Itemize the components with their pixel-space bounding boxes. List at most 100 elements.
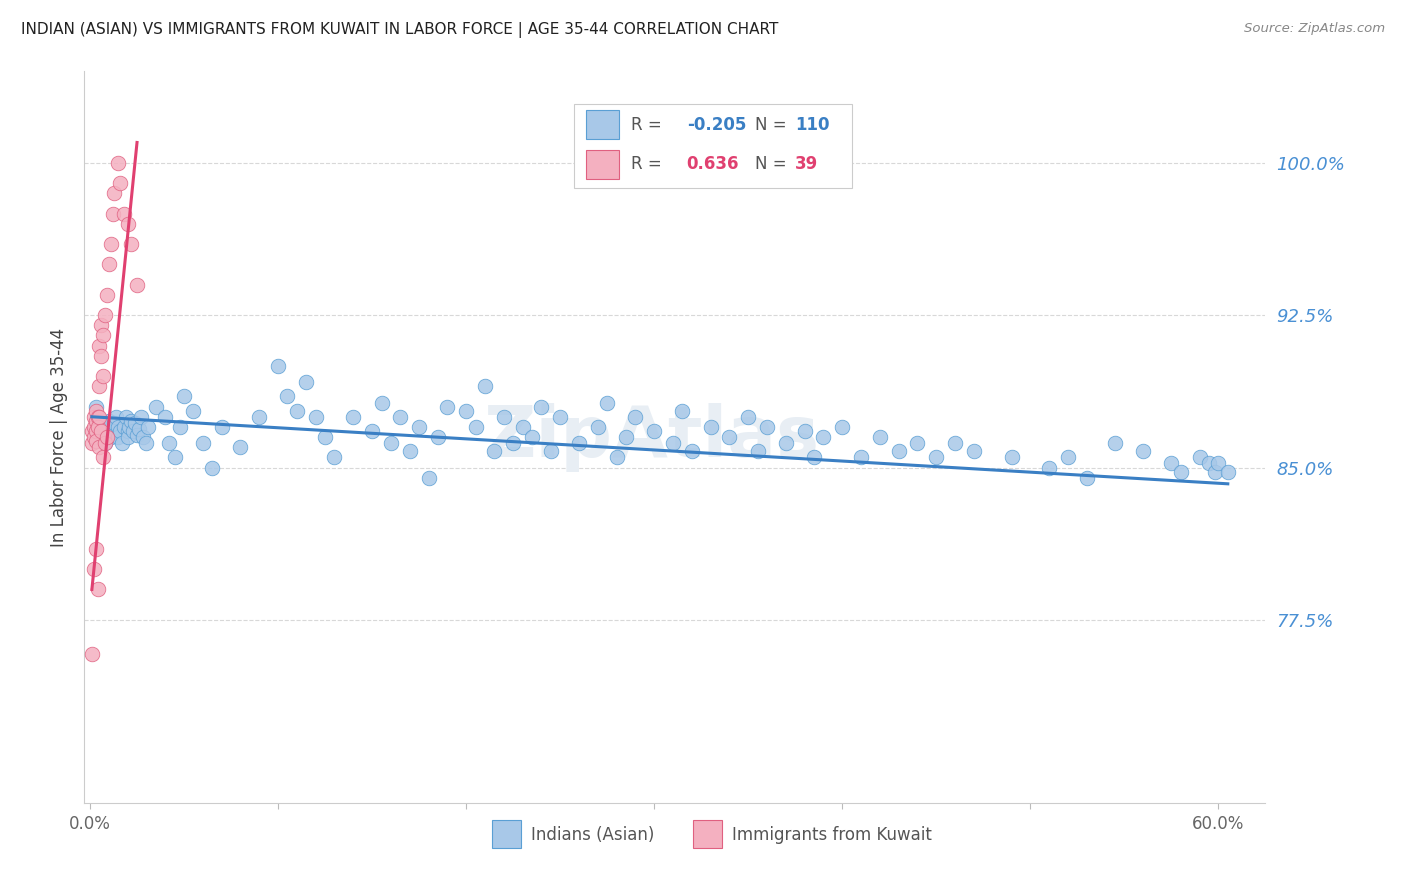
Point: [963, 444, 986, 458]
Point: [117, 424, 139, 438]
Point: [464, 420, 486, 434]
Point: [793, 424, 815, 438]
Point: [1160, 457, 1182, 471]
Point: [305, 409, 328, 424]
Bar: [586, 150, 620, 179]
Bar: [492, 821, 522, 848]
Point: [831, 420, 853, 434]
Point: [94, 436, 117, 450]
Point: [502, 436, 524, 450]
Point: [1104, 436, 1126, 450]
Point: [398, 444, 420, 458]
Point: [89, 409, 111, 424]
Point: [83, 430, 105, 444]
Point: [86, 409, 108, 424]
Point: [94, 308, 117, 322]
Point: [114, 409, 136, 424]
Point: [101, 424, 124, 438]
Point: [1216, 465, 1239, 479]
Point: [596, 395, 619, 409]
Point: [91, 369, 114, 384]
Point: [1000, 450, 1022, 465]
Point: [681, 444, 703, 458]
Point: [101, 206, 124, 220]
Point: [747, 444, 769, 458]
Point: [201, 460, 224, 475]
Point: [380, 436, 402, 450]
Point: [520, 430, 543, 444]
Point: [125, 277, 148, 292]
Point: [370, 395, 392, 409]
Point: [100, 237, 122, 252]
Point: [103, 186, 125, 201]
Point: [83, 562, 105, 576]
Text: R =: R =: [631, 116, 668, 134]
Point: [484, 444, 506, 458]
Point: [191, 436, 214, 450]
Point: [118, 420, 141, 434]
Point: [775, 436, 797, 450]
Point: [492, 409, 515, 424]
Point: [869, 430, 891, 444]
Point: [105, 409, 128, 424]
Point: [84, 414, 107, 428]
Point: [129, 409, 152, 424]
Point: [173, 389, 195, 403]
Point: [84, 424, 107, 438]
Text: R =: R =: [631, 155, 672, 173]
Point: [662, 436, 685, 450]
Point: [96, 288, 118, 302]
Point: [120, 237, 142, 252]
Point: [89, 416, 111, 430]
Point: [606, 450, 628, 465]
Text: 0.636: 0.636: [686, 155, 740, 173]
Text: Indians (Asian): Indians (Asian): [531, 826, 654, 844]
Point: [849, 450, 872, 465]
Point: [91, 430, 114, 444]
Point: [91, 328, 114, 343]
Point: [803, 450, 825, 465]
Point: [107, 430, 129, 444]
Point: [111, 436, 134, 450]
Point: [90, 349, 112, 363]
Text: N =: N =: [755, 155, 792, 173]
Point: [183, 403, 205, 417]
Point: [89, 379, 111, 393]
Point: [276, 389, 298, 403]
Text: ZipAtlas: ZipAtlas: [484, 402, 820, 472]
Point: [135, 436, 157, 450]
Point: [1076, 471, 1098, 485]
Point: [548, 409, 571, 424]
Point: [90, 424, 112, 438]
Point: [108, 176, 131, 190]
Point: [1204, 465, 1226, 479]
Text: Immigrants from Kuwait: Immigrants from Kuwait: [731, 826, 931, 844]
Point: [124, 416, 146, 430]
Point: [512, 420, 534, 434]
Point: [86, 582, 108, 597]
Point: [128, 422, 150, 436]
Point: [418, 471, 440, 485]
Point: [83, 420, 105, 434]
Point: [361, 424, 384, 438]
Point: [86, 420, 108, 434]
Point: [84, 434, 107, 449]
Point: [96, 430, 118, 444]
Point: [568, 436, 591, 450]
Point: [436, 400, 458, 414]
Point: [84, 400, 107, 414]
Point: [125, 428, 148, 442]
Point: [97, 414, 120, 428]
Point: [89, 338, 111, 352]
Point: [90, 318, 112, 333]
Point: [530, 400, 553, 414]
Point: [136, 420, 159, 434]
Point: [107, 420, 129, 434]
Point: [120, 414, 142, 428]
Point: [671, 403, 693, 417]
Point: [91, 450, 114, 465]
Point: [1208, 457, 1230, 471]
Point: [474, 379, 496, 393]
Bar: [693, 821, 723, 848]
Point: [103, 416, 125, 430]
